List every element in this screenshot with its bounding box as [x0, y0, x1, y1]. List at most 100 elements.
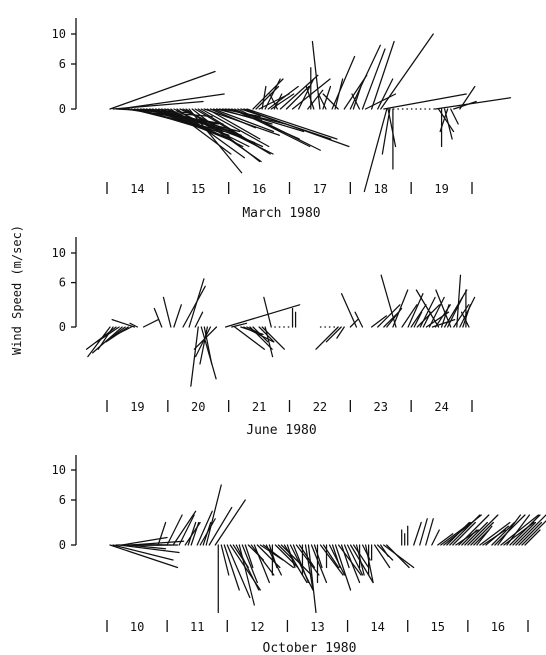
- wind-stick: [346, 544, 364, 576]
- wind-stick: [363, 108, 388, 193]
- wind-stick: [153, 307, 163, 328]
- wind-stick: [311, 40, 321, 110]
- wind-stick: [419, 296, 436, 328]
- wind-stick: [250, 544, 275, 576]
- wind-stick: [206, 108, 261, 140]
- wind-stick: [334, 78, 344, 110]
- day-label: 15: [431, 620, 445, 634]
- wind-stick: [235, 544, 260, 591]
- y-tick-label: 6: [59, 493, 66, 507]
- wind-stick: [467, 514, 499, 546]
- wind-stick: [351, 93, 361, 110]
- wind-stick: [157, 521, 167, 546]
- month-label: October 1980: [263, 641, 357, 655]
- wind-stick: [428, 296, 445, 328]
- wind-stick: [310, 544, 328, 584]
- wind-stick: [422, 311, 432, 328]
- wind-stick: [315, 326, 339, 350]
- y-tick-label: 6: [59, 276, 66, 290]
- wind-stick: [268, 544, 278, 569]
- wind-stick: [386, 544, 410, 569]
- wind-stick: [439, 108, 449, 133]
- wind-stick: [199, 326, 208, 365]
- wind-stick: [196, 510, 213, 546]
- wind-stick: [325, 326, 342, 343]
- panels: 0 6 10 14 15 16 17 18 19 March 1980 0 6 10 19 20 21 22 23…: [52, 18, 546, 655]
- wind-stick: [225, 304, 301, 328]
- y-tick-label: 10: [52, 463, 66, 477]
- wind-stick: [118, 544, 180, 554]
- wind-stick: [377, 304, 401, 328]
- wind-stick: [440, 304, 450, 328]
- wind-stick: [241, 544, 258, 584]
- wind-stick: [313, 544, 323, 569]
- wind-stick: [479, 521, 511, 546]
- wind-stick: [431, 529, 440, 546]
- wind-stick: [234, 326, 265, 350]
- wind-stick: [85, 326, 117, 350]
- wind-stick: [364, 544, 374, 584]
- wind-stick: [518, 521, 543, 546]
- wind-stick: [460, 311, 470, 328]
- wind-stick: [202, 521, 212, 546]
- wind-stick: [109, 544, 179, 569]
- wind-stick: [352, 544, 370, 569]
- wind-stick: [371, 315, 388, 328]
- wind-stick: [419, 518, 428, 546]
- wind-stick: [263, 296, 272, 328]
- day-label: 14: [370, 620, 384, 634]
- stick-panel: 0 6 10 14 15 16 17 18 19 March 1980: [52, 18, 512, 221]
- wind-stick: [307, 544, 317, 614]
- day-label: 16: [491, 620, 505, 634]
- wind-stick: [243, 108, 350, 148]
- wind-stick: [491, 521, 516, 546]
- wind-stick: [190, 326, 199, 387]
- wind-stick: [170, 108, 232, 155]
- wind-stick: [447, 296, 464, 328]
- wind-stick: [462, 304, 471, 328]
- wind-stick: [521, 520, 546, 546]
- wind-stick: [331, 544, 341, 569]
- wind-stick: [200, 108, 270, 148]
- wind-stick: [355, 544, 365, 576]
- wind-stick: [401, 304, 418, 328]
- wind-stick: [261, 85, 267, 110]
- wind-stick: [464, 521, 488, 546]
- wind-stick: [238, 544, 255, 606]
- wind-stick: [452, 521, 476, 546]
- wind-stick: [361, 48, 386, 110]
- wind-stick: [231, 322, 248, 328]
- day-label: 16: [252, 182, 266, 196]
- wind-stick: [336, 326, 345, 339]
- wind-stick: [343, 544, 361, 584]
- wind-stick: [223, 544, 240, 591]
- day-label: 12: [250, 620, 264, 634]
- wind-stick: [178, 514, 195, 546]
- y-tick-label: 0: [59, 320, 66, 334]
- wind-stick: [129, 322, 139, 328]
- wind-stick: [380, 544, 389, 557]
- wind-stick: [115, 326, 132, 336]
- day-label: 15: [191, 182, 205, 196]
- wind-stick: [118, 93, 225, 110]
- wind-stick: [194, 311, 204, 328]
- wind-stick: [200, 326, 217, 380]
- wind-stick: [334, 544, 352, 591]
- y-tick-label: 6: [59, 57, 66, 71]
- y-tick-label: 0: [59, 102, 66, 116]
- wind-stick: [109, 70, 216, 110]
- wind-stick: [371, 40, 395, 110]
- wind-stick: [142, 318, 159, 328]
- day-label: 14: [130, 182, 144, 196]
- wind-stick: [96, 326, 120, 343]
- wind-stick: [234, 108, 311, 148]
- wind-stick: [425, 518, 434, 546]
- day-label: 11: [190, 620, 204, 634]
- wind-stick: [407, 293, 424, 328]
- wind-stick: [246, 108, 338, 140]
- day-label: 24: [434, 400, 448, 414]
- wind-stick: [280, 544, 313, 576]
- wind-stick: [340, 293, 358, 328]
- wind-stick: [497, 514, 522, 546]
